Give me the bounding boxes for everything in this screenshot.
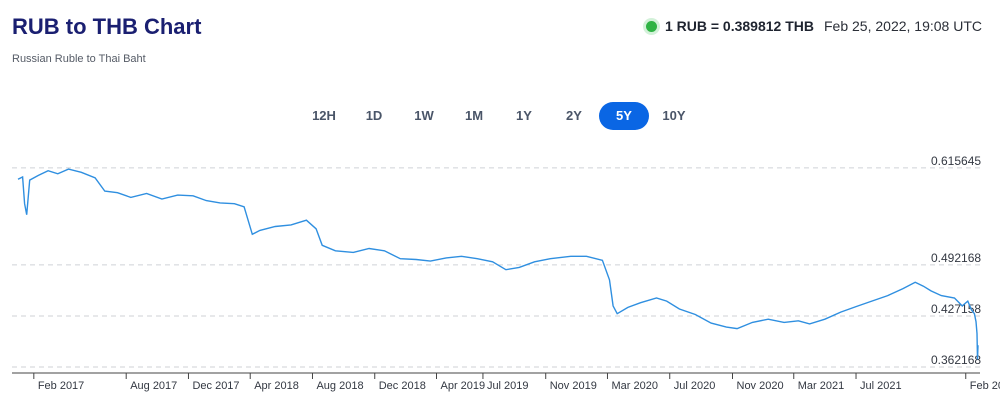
rate-value: 1 RUB = 0.389812 THB [664, 18, 814, 34]
x-tick-label: Aug 2017 [130, 380, 177, 392]
x-tick-label: Mar 2021 [798, 380, 844, 392]
tab-1d[interactable]: 1D [365, 108, 383, 123]
live-status-icon [645, 20, 657, 32]
y-tick-label: 0.362168 [931, 353, 981, 367]
x-tick-label: Nov 2020 [737, 380, 784, 392]
x-tick-label: Jul 2021 [860, 380, 902, 392]
x-tick-label: Jul 2020 [674, 380, 716, 392]
y-axis-labels: 0.615645 0.492168 0.427158 0.362168 [931, 154, 981, 367]
tab-1w[interactable]: 1W [414, 108, 434, 123]
x-tick-label: Apr 2019 [441, 380, 486, 392]
x-tick-label: Mar 2020 [611, 380, 657, 392]
tab-1y[interactable]: 1Y [516, 108, 532, 123]
x-tick-label: Dec 2017 [192, 380, 239, 392]
current-rate: 1 RUB = 0.389812 THB Feb 25, 2022, 19:08… [645, 18, 982, 34]
tab-5y[interactable]: 5Y [599, 102, 649, 130]
x-tick-label: Aug 2018 [316, 380, 363, 392]
x-tick-label: Dec 2018 [379, 380, 426, 392]
range-tabs: 12H 1D 1W 1M 1Y 2Y 5Y 10Y [299, 102, 699, 130]
y-tick-label: 0.492168 [931, 251, 981, 265]
tab-1m[interactable]: 1M [464, 108, 484, 123]
x-tick-label: Feb 2022 [970, 380, 1000, 392]
x-tick-label: Nov 2019 [550, 380, 597, 392]
x-tick-label: Feb 2017 [38, 380, 84, 392]
x-tick-label: Jul 2019 [487, 380, 529, 392]
tab-2y[interactable]: 2Y [566, 108, 582, 123]
x-axis-labels: Feb 2017 Aug 2017 Dec 2017 Apr 2018 Aug 2018… [33, 373, 1000, 392]
rate-timestamp: Feb 25, 2022, 19:08 UTC [824, 18, 982, 34]
tab-10y[interactable]: 10Y [662, 108, 686, 123]
tab-12h[interactable]: 12H [312, 108, 336, 123]
series-line [17, 168, 979, 360]
y-tick-label: 0.427158 [931, 302, 981, 316]
page-subtitle: Russian Ruble to Thai Baht [12, 53, 146, 65]
y-tick-label: 0.615645 [931, 154, 981, 168]
page-title: RUB to THB Chart [12, 14, 202, 39]
x-tick-label: Apr 2018 [254, 380, 299, 392]
